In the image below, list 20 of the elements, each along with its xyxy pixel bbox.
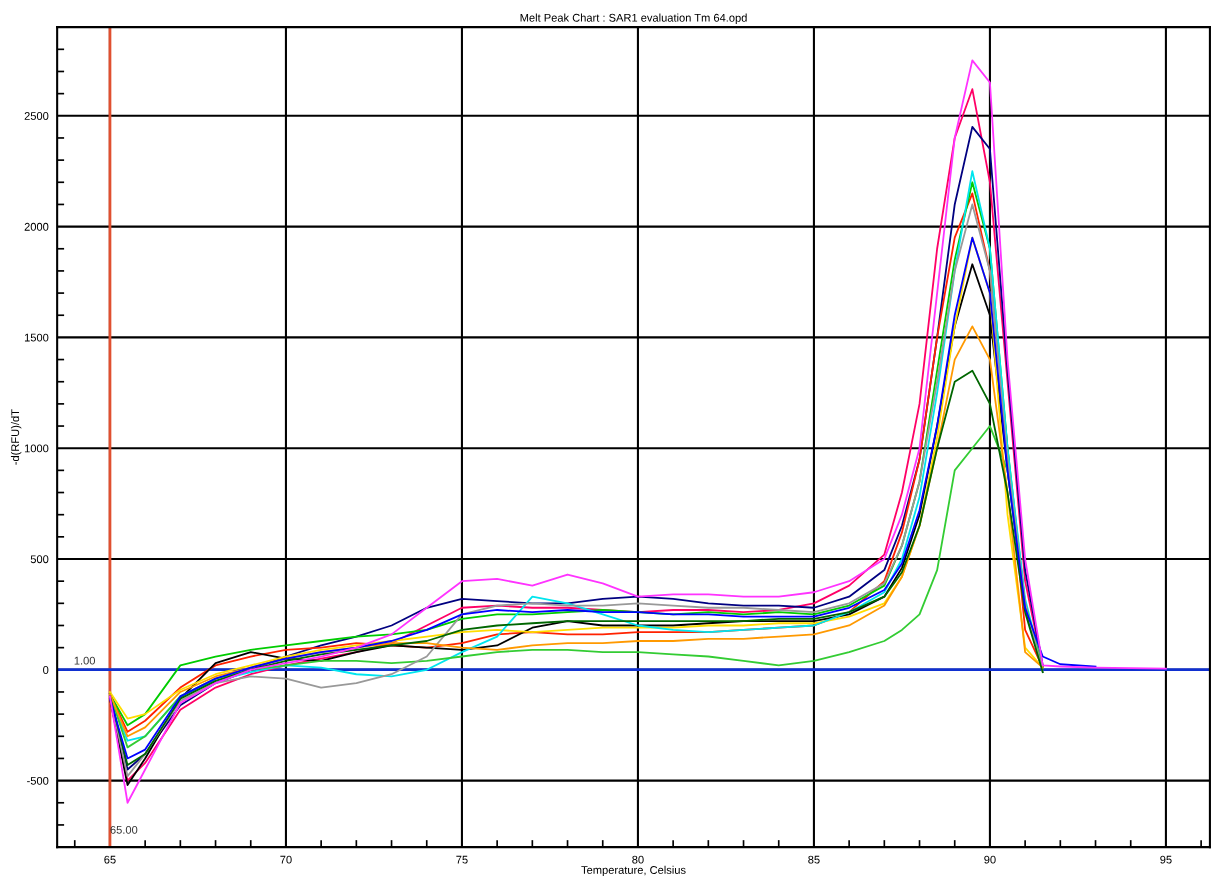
chart-title: Melt Peak Chart : SAR1 evaluation Tm 64.opd (520, 13, 747, 24)
y-tick-label: 500 (30, 555, 49, 564)
y-tick-label: 0 (43, 666, 49, 674)
y-tick-label: 1000 (24, 444, 49, 453)
x-tick-label: 95 (1160, 855, 1172, 864)
line-series (109, 369, 1044, 767)
x-tick-label: 75 (456, 855, 468, 864)
x-tick-label: 90 (984, 855, 996, 864)
y-tick-label: 2000 (24, 222, 49, 231)
ref-line-label: 1.00 (74, 656, 96, 665)
line-series (109, 59, 1167, 804)
y-tick-label: -500 (27, 776, 49, 785)
x-tick-label: 65 (104, 855, 116, 864)
y-tick-label: 2500 (24, 112, 49, 120)
y-tick-label: 1500 (24, 333, 49, 342)
x-tick-label: 70 (280, 855, 292, 864)
y-axis-title: -d(RFU)/dT (10, 409, 22, 465)
x-axis-title: Temperature, Celsius (581, 865, 686, 876)
x-tick-label: 85 (808, 855, 820, 864)
x-tick-label: 80 (632, 855, 644, 864)
